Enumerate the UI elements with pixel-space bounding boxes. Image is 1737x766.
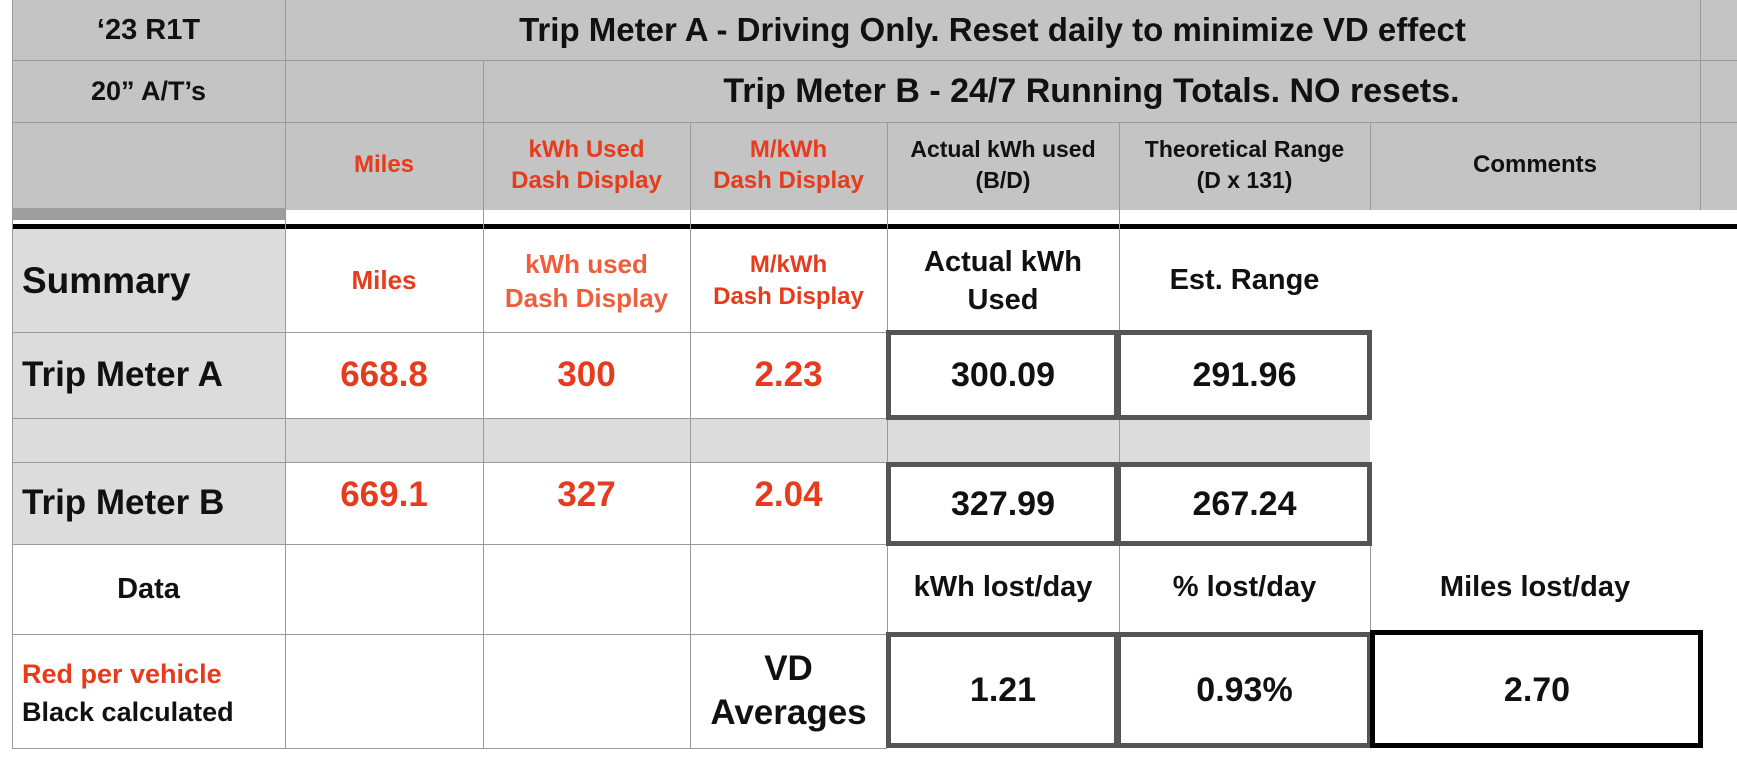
grid-line	[12, 634, 1370, 635]
grid-line	[285, 0, 286, 748]
trip-b-label: Trip Meter B	[22, 483, 225, 522]
summary-kwh: kWh used Dash Display	[483, 229, 690, 332]
vd-miles-box	[1370, 630, 1703, 748]
summary-kwh-line1: kWh used	[525, 248, 648, 279]
col-actual: Actual kWh used (B/D)	[887, 122, 1119, 208]
summary-mkwh: M/kWh Dash Display	[690, 229, 887, 332]
header-band	[12, 0, 1737, 210]
grid-line	[1700, 0, 1701, 210]
summary-mkwh-line1: M/kWh	[749, 250, 828, 278]
header-divider	[12, 224, 1737, 229]
col-kwh-used-line2: Dash Display	[511, 167, 662, 194]
data-miles-lost-label: Miles lost/day	[1439, 570, 1631, 603]
col-kwh-used-line1: kWh Used	[528, 136, 645, 163]
col-theoretical-line1: Theoretical Range	[1144, 136, 1345, 162]
grid-line	[12, 418, 887, 419]
grid-line	[1370, 122, 1371, 210]
col-mkwh: M/kWh Dash Display	[690, 122, 887, 208]
summary-kwh-line2: Dash Display	[504, 282, 669, 313]
legend-red: Red per vehicle	[22, 659, 222, 689]
grid-line	[12, 0, 13, 748]
vd-averages-label: VD Averages	[690, 640, 887, 742]
trip-b-label-cell	[12, 462, 285, 544]
grid-line	[483, 60, 484, 748]
vd-pct-lost: 0.93%	[1196, 670, 1293, 709]
grid-line	[1119, 122, 1120, 748]
vd-averages-line2: Averages	[710, 693, 867, 732]
col-mkwh-line2: Dash Display	[713, 167, 864, 194]
vd-averages-line1: VD	[764, 649, 813, 688]
col-miles: Miles	[353, 151, 415, 178]
vehicle-label: ‘23 R1T	[96, 13, 201, 46]
col-theoretical-line2: (D x 131)	[1196, 167, 1293, 193]
grid-line	[12, 122, 1737, 123]
trip-b-range: 267.24	[1192, 484, 1297, 523]
col-actual-line2: (B/D)	[975, 167, 1031, 193]
col-kwh-used: kWh Used Dash Display	[483, 122, 690, 208]
summary-mkwh-line2: Dash Display	[713, 282, 864, 310]
tires-label: 20” A/T’s	[90, 75, 207, 106]
trip-a-kwh: 300	[557, 355, 616, 394]
header-shadow	[12, 208, 285, 220]
summary-actual-line1: Actual kWh	[924, 245, 1082, 278]
trip-a-range: 291.96	[1192, 355, 1297, 394]
trip-a-range-box	[1116, 330, 1372, 420]
vd-miles-lost: 2.70	[1503, 670, 1571, 709]
trip-b-mkwh: 2.04	[754, 475, 823, 514]
trip-b-range-box	[1116, 462, 1372, 546]
trip-b-kwh: 327	[557, 475, 616, 514]
data-kwh-lost-label: kWh lost/day	[913, 570, 1093, 603]
trip-a-mkwh: 2.23	[754, 355, 823, 394]
spacer-row	[12, 418, 1370, 462]
grid-line	[690, 122, 691, 748]
grid-line	[12, 748, 887, 749]
summary-label: Summary	[22, 259, 191, 301]
grid-line	[887, 122, 888, 748]
summary-label-cell	[12, 229, 285, 332]
legend: Red per vehicle Black calculated	[22, 648, 285, 738]
trip-b-miles: 669.1	[340, 475, 428, 514]
col-comments: Comments	[1472, 151, 1598, 178]
summary-miles: Miles	[351, 265, 417, 295]
grid-line	[12, 544, 887, 545]
grid-line	[1370, 544, 1371, 634]
grid-line	[12, 332, 887, 333]
grid-line	[12, 60, 1737, 61]
col-theoretical: Theoretical Range (D x 131)	[1119, 122, 1370, 208]
col-actual-line1: Actual kWh used	[910, 136, 1096, 162]
grid-line	[12, 462, 887, 463]
vd-kwh-lost: 1.21	[969, 670, 1037, 709]
trip-a-miles: 668.8	[340, 355, 428, 394]
trip-b-title: Trip Meter B - 24/7 Running Totals. NO r…	[723, 71, 1460, 110]
summary-actual-line2: Used	[967, 283, 1039, 316]
summary-range: Est. Range	[1169, 264, 1320, 296]
legend-black: Black calculated	[22, 697, 234, 727]
trip-a-title: Trip Meter A - Driving Only. Reset daily…	[519, 11, 1466, 48]
data-label: Data	[117, 572, 180, 605]
trip-a-label-cell	[12, 332, 285, 418]
trip-a-label: Trip Meter A	[22, 355, 223, 394]
trip-a-actual: 300.09	[951, 355, 1055, 394]
data-pct-lost-label: % lost/day	[1172, 570, 1317, 603]
trip-b-actual: 327.99	[951, 484, 1055, 523]
col-mkwh-line1: M/kWh	[749, 136, 828, 163]
summary-actual: Actual kWh Used	[887, 229, 1119, 332]
vd-pct-box	[1116, 632, 1372, 748]
